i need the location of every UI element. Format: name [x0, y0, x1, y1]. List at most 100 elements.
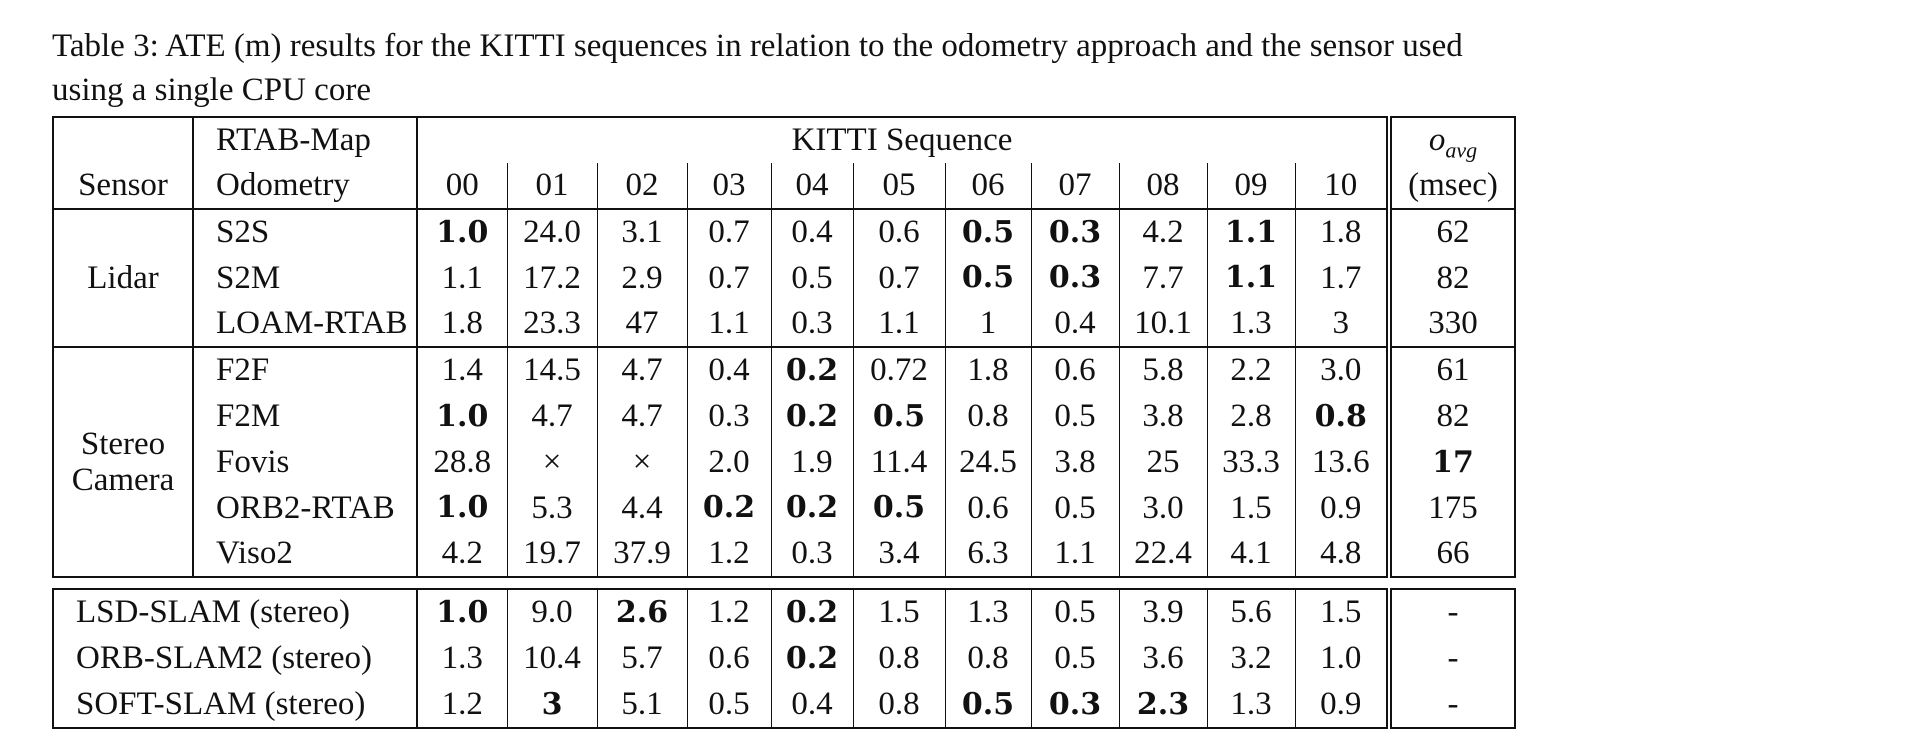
value-cell: 0.3 — [686, 393, 771, 440]
value-cell: 0.8 — [852, 635, 945, 682]
value-cell: 1.0 — [416, 587, 507, 636]
value-cell: 11.4 — [852, 439, 945, 486]
value-cell: 3.8 — [1030, 439, 1119, 486]
table-row: SOFT-SLAM (stereo) 1.2 3 5.1 0.5 0.4 0.8 0.5 0.3… — [52, 681, 1516, 729]
value-cell: 24.0 — [506, 208, 597, 256]
value-cell: 0.5 — [1030, 393, 1119, 440]
method-name: Fovis — [192, 439, 417, 486]
header-blank — [52, 116, 193, 163]
value-cell: 4.7 — [596, 346, 687, 394]
value-cell: 1.0 — [416, 485, 507, 532]
value-cell: 19.7 — [506, 531, 597, 578]
value-cell: 0.6 — [686, 635, 771, 682]
value-cell: 2.0 — [686, 439, 771, 486]
value-cell: 0.2 — [686, 485, 771, 532]
other-method-name: SOFT-SLAM (stereo) — [52, 681, 417, 729]
header-row-2: Sensor Odometry 00 01 02 03 04 05 06 07 08 09 10 (m… — [52, 162, 1516, 210]
value-cell-bold: 1.0 — [436, 214, 489, 250]
section-gap-cell — [53, 577, 1515, 589]
value-cell: 3.2 — [1206, 635, 1295, 682]
value-cell: 1.1 — [1206, 255, 1295, 302]
header-oavg-sub: avg — [1445, 137, 1478, 163]
header-oavg-base: o — [1428, 122, 1446, 158]
value-cell: 0.8 — [1294, 393, 1390, 440]
value-cell: 0.2 — [770, 393, 853, 440]
value-cell: 2.2 — [1206, 346, 1295, 394]
header-sensor: Sensor — [52, 162, 193, 210]
value-cell-bold: 0.2 — [702, 490, 756, 526]
value-cell: 4.8 — [1294, 531, 1390, 578]
caption-line-1: Table 3: ATE (m) results for the KITTI s… — [52, 28, 1463, 64]
value-cell-bold: 0.5 — [872, 398, 926, 434]
value-cell: 3.8 — [1118, 393, 1207, 440]
value-cell: 0.5 — [770, 255, 853, 302]
value-cell-bold: 0.2 — [785, 352, 839, 388]
header-seq-10: 10 — [1294, 162, 1390, 210]
value-cell: 1.1 — [852, 301, 945, 348]
value-cell: 4.4 — [596, 485, 687, 532]
value-cell: 0.8 — [944, 635, 1031, 682]
value-cell: 2.8 — [1206, 393, 1295, 440]
method-name: Viso2 — [192, 531, 417, 578]
value-cell: 2.3 — [1118, 681, 1207, 729]
value-cell: 24.5 — [944, 439, 1031, 486]
value-cell: 0.4 — [686, 346, 771, 394]
header-seq-07: 07 — [1030, 162, 1119, 210]
table-row: Lidar S2S 1.0 24.0 3.1 0.7 0.4 0.6 0.5 0.3 4.2 1.1 1… — [52, 208, 1516, 348]
value-cell-bold: 0.2 — [785, 640, 839, 676]
value-cell: 3 — [1294, 301, 1390, 348]
value-cell: 9.0 — [506, 587, 597, 636]
value-cell: 0.3 — [1030, 255, 1119, 302]
value-cell: 1.0 — [416, 208, 507, 256]
table-row: S2M 1.1 17.2 2.9 0.7 0.5 0.7 0.5 0.3 7.7 1.1 1.7 82 — [53, 255, 1516, 302]
value-cell-bold: 1.1 — [1224, 260, 1278, 296]
value-cell-bold: 0.3 — [1048, 686, 1102, 722]
value-cell: 0.9 — [1294, 485, 1390, 532]
oavg-cell: 175 — [1386, 485, 1516, 532]
header-seq-01: 01 — [506, 162, 597, 210]
header-seq-02: 02 — [596, 162, 687, 210]
value-cell: 1.1 — [1206, 208, 1295, 256]
value-cell: 2.9 — [596, 255, 687, 302]
value-cell: 3.4 — [852, 531, 945, 578]
value-cell: 0.72 — [852, 346, 945, 394]
value-cell: 0.3 — [1030, 681, 1119, 729]
oavg-cell: - — [1386, 587, 1516, 636]
oavg-cell: 82 — [1386, 255, 1516, 302]
value-cell: 0.3 — [1030, 208, 1119, 256]
value-cell: 0.7 — [686, 208, 771, 256]
oavg-cell: 61 — [1386, 346, 1516, 394]
value-cell: 0.5 — [944, 208, 1031, 256]
value-cell-bold: 3 — [541, 686, 563, 722]
value-cell: 0.5 — [944, 681, 1031, 729]
header-odometry: Odometry — [192, 162, 417, 210]
value-cell-bold: 0.2 — [785, 594, 839, 630]
value-cell: 1.2 — [686, 587, 771, 636]
value-cell: 4.7 — [596, 393, 687, 440]
header-seq-04: 04 — [770, 162, 853, 210]
value-cell: 14.5 — [506, 346, 597, 394]
value-cell: 13.6 — [1294, 439, 1390, 486]
value-cell: 0.8 — [852, 681, 945, 729]
header-seq-06: 06 — [944, 162, 1031, 210]
value-cell: 0.5 — [1030, 635, 1119, 682]
value-cell: 1.9 — [770, 439, 853, 486]
value-cell: 0.7 — [686, 255, 771, 302]
value-cell: 1.1 — [416, 255, 507, 302]
value-cell: 1.3 — [1206, 681, 1295, 729]
value-cell: 7.7 — [1118, 255, 1207, 302]
header-msec: (msec) — [1386, 162, 1516, 210]
table-row: LSD-SLAM (stereo) 1.0 9.0 2.6 1.2 0.2 1.5 1.3 0.… — [52, 587, 1516, 636]
value-cell: 1.8 — [944, 346, 1031, 394]
sensor-label: Stereo — [80, 425, 166, 462]
value-cell: 0.5 — [944, 255, 1031, 302]
method-name: F2M — [192, 393, 417, 440]
value-cell: 3.9 — [1118, 587, 1207, 636]
value-cell: 0.4 — [1030, 301, 1119, 348]
oavg-cell: 82 — [1386, 393, 1516, 440]
value-cell: 1.5 — [1294, 587, 1390, 636]
header-seq-05: 05 — [852, 162, 945, 210]
section-gap — [53, 577, 1515, 589]
value-cell: 5.8 — [1118, 346, 1207, 394]
value-cell: 0.4 — [770, 681, 853, 729]
